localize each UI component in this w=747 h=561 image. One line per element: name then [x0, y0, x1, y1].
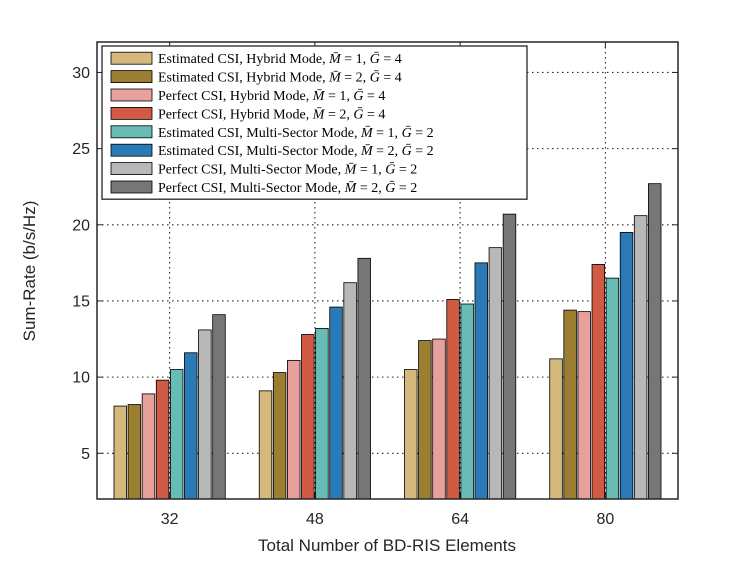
x-tick-label: 80	[596, 511, 614, 528]
bar	[404, 369, 418, 500]
bar	[169, 369, 184, 500]
bar	[141, 393, 156, 500]
legend-entry: Perfect CSI, Hybrid Mode, M̄ = 2, Ḡ = 4	[158, 106, 385, 122]
legend-entry: Estimated CSI, Multi-Sector Mode, M̄ = 1…	[158, 125, 434, 141]
legend-swatch	[110, 70, 153, 83]
x-axis-label: Total Number of BD-RIS Elements	[258, 536, 516, 555]
bar	[418, 340, 432, 500]
bar	[619, 232, 634, 500]
y-tick-label: 5	[81, 446, 90, 463]
bar	[648, 183, 662, 500]
legend-entry: Perfect CSI, Hybrid Mode, M̄ = 1, Ḡ = 4	[158, 88, 385, 104]
bar	[329, 306, 343, 500]
bar	[446, 299, 460, 500]
y-tick-label: 20	[72, 217, 90, 234]
bar	[474, 262, 488, 500]
bar	[287, 359, 301, 500]
legend-entry: Estimated CSI, Hybrid Mode, M̄ = 1, Ḡ =…	[158, 51, 402, 67]
legend-swatch	[110, 162, 153, 176]
bar	[184, 352, 198, 500]
legend-swatch	[110, 125, 153, 139]
y-tick-label: 10	[72, 370, 90, 387]
bar	[549, 358, 563, 500]
bar	[315, 327, 329, 500]
bar	[198, 329, 212, 500]
bar	[272, 372, 287, 500]
bar	[460, 303, 474, 500]
legend-box	[101, 45, 528, 200]
legend-swatch	[110, 143, 153, 157]
bar	[343, 282, 357, 500]
legend-entry: Estimated CSI, Multi-Sector Mode, M̄ = 2…	[158, 143, 434, 159]
legend: Estimated CSI, Hybrid Mode, M̄ = 1, Ḡ =…	[101, 45, 528, 200]
legend-entry: Perfect CSI, Multi-Sector Mode, M̄ = 1, …	[158, 162, 417, 178]
x-tick-label: 64	[451, 511, 469, 528]
bar	[301, 334, 315, 500]
bar	[605, 277, 620, 500]
bar	[113, 405, 127, 500]
bar	[577, 311, 591, 500]
legend-entry: Estimated CSI, Hybrid Mode, M̄ = 2, Ḡ =…	[158, 70, 402, 86]
y-tick-label: 25	[72, 141, 90, 158]
bar	[357, 257, 371, 500]
plot-frame	[96, 41, 679, 500]
bar	[258, 390, 273, 500]
bar	[432, 338, 446, 500]
legend-entry: Perfect CSI, Multi-Sector Mode, M̄ = 2, …	[158, 180, 417, 196]
x-tick-label: 32	[161, 511, 179, 528]
legend-swatch	[110, 180, 153, 194]
x-tick-label: 48	[306, 511, 324, 528]
bar	[127, 404, 142, 500]
legend-swatch	[110, 51, 153, 65]
legend-swatch	[110, 107, 153, 120]
bar	[155, 379, 170, 500]
bar	[212, 314, 226, 500]
bar	[563, 309, 577, 500]
bar	[488, 247, 503, 500]
bar	[633, 215, 648, 500]
y-axis-label: Sum-Rate (b/s/Hz)	[20, 201, 39, 342]
bar	[502, 213, 517, 500]
y-tick-label: 15	[72, 293, 90, 310]
legend-swatch	[110, 88, 153, 102]
y-tick-label: 30	[72, 65, 90, 82]
bar	[591, 264, 606, 500]
bars	[113, 183, 662, 500]
